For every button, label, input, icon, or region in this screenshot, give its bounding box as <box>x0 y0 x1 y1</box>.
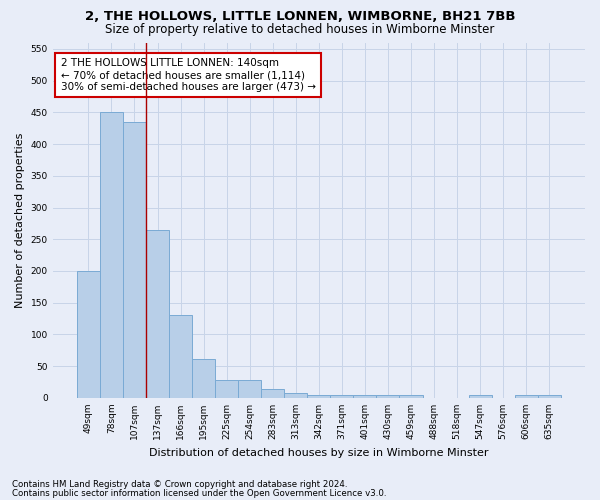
Bar <box>538 395 561 398</box>
Bar <box>238 380 261 398</box>
Text: Contains HM Land Registry data © Crown copyright and database right 2024.: Contains HM Land Registry data © Crown c… <box>12 480 347 489</box>
Bar <box>400 395 422 398</box>
Bar <box>469 395 491 398</box>
Bar <box>215 380 238 398</box>
Text: Contains public sector information licensed under the Open Government Licence v3: Contains public sector information licen… <box>12 488 386 498</box>
Bar <box>515 395 538 398</box>
Bar <box>146 230 169 398</box>
Y-axis label: Number of detached properties: Number of detached properties <box>15 132 25 308</box>
Bar <box>169 316 192 398</box>
X-axis label: Distribution of detached houses by size in Wimborne Minster: Distribution of detached houses by size … <box>149 448 488 458</box>
Bar <box>77 271 100 398</box>
Bar <box>331 395 353 398</box>
Bar <box>100 112 123 398</box>
Text: 2, THE HOLLOWS, LITTLE LONNEN, WIMBORNE, BH21 7BB: 2, THE HOLLOWS, LITTLE LONNEN, WIMBORNE,… <box>85 10 515 23</box>
Bar <box>192 358 215 398</box>
Bar <box>261 389 284 398</box>
Text: Size of property relative to detached houses in Wimborne Minster: Size of property relative to detached ho… <box>106 22 494 36</box>
Bar <box>353 395 376 398</box>
Text: 2 THE HOLLOWS LITTLE LONNEN: 140sqm
← 70% of detached houses are smaller (1,114): 2 THE HOLLOWS LITTLE LONNEN: 140sqm ← 70… <box>61 58 316 92</box>
Bar <box>307 395 331 398</box>
Bar <box>376 395 400 398</box>
Bar <box>123 122 146 398</box>
Bar <box>284 394 307 398</box>
